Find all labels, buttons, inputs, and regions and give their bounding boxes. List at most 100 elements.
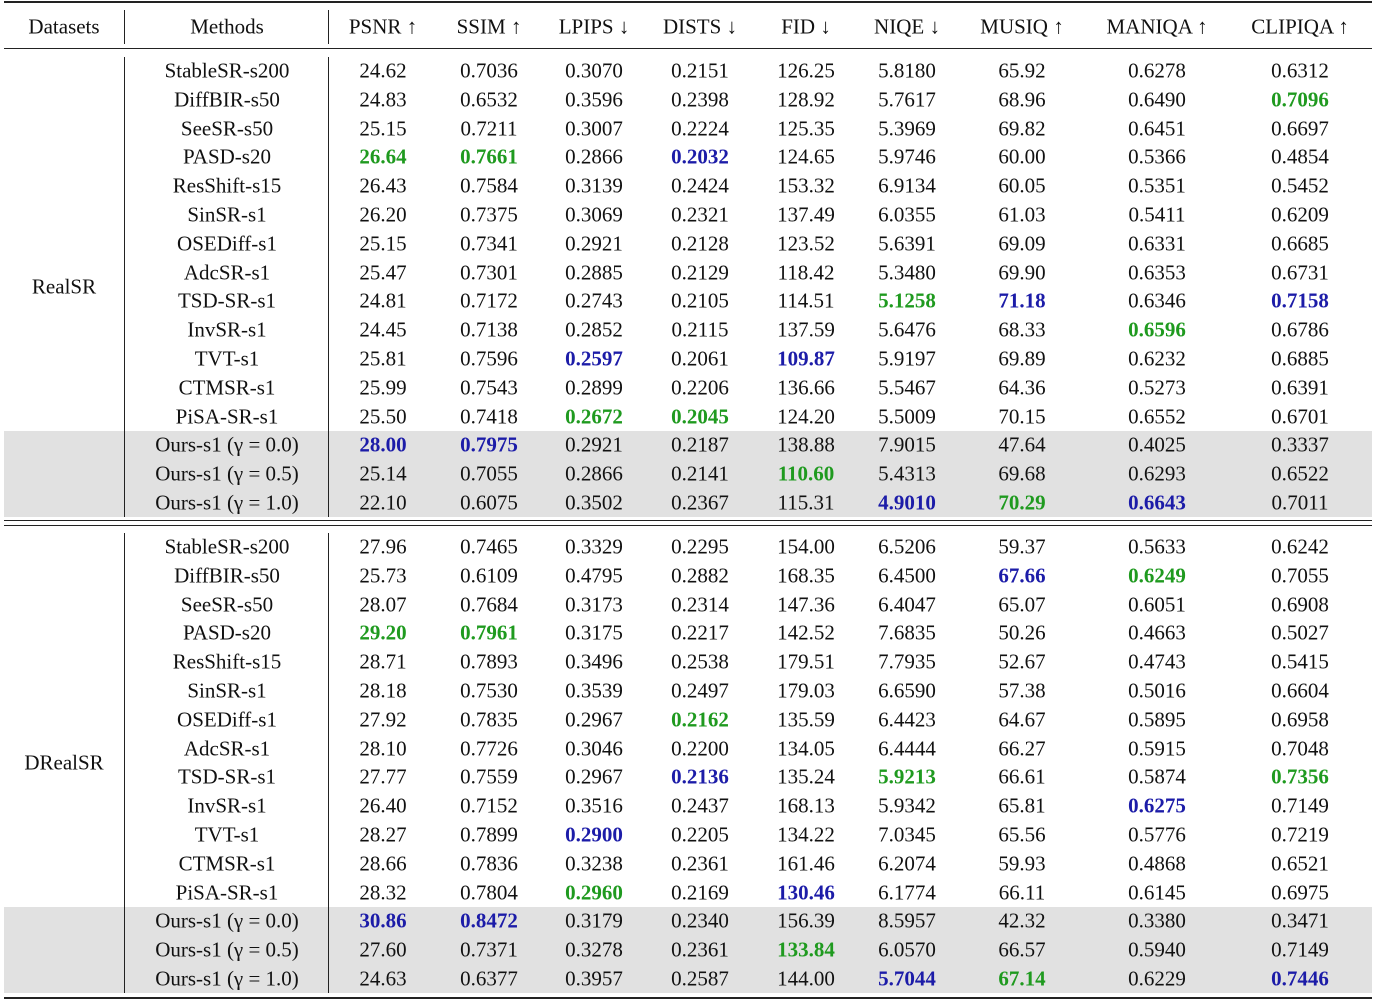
metric-value: 0.2587 [671,966,729,991]
metric-value: 60.05 [998,173,1046,198]
metric-value: 0.2967 [565,764,623,789]
row-shade [4,964,1372,994]
metric-value: 6.4444 [878,736,936,761]
metric-value: 0.2361 [671,937,729,962]
metric-value: 7.0345 [878,822,936,847]
metric-value: 0.6604 [1271,678,1329,703]
metric-value: 0.7149 [1271,793,1329,818]
metric-value: 66.57 [998,937,1046,962]
metric-value: 24.83 [359,87,407,112]
metric-value: 65.56 [998,822,1046,847]
metric-value: 168.35 [777,563,835,588]
metric-value: 0.2128 [671,231,729,256]
metric-value: 0.2866 [565,144,623,169]
metric-value: 5.9746 [878,144,936,169]
metric-value: 0.2061 [671,346,729,371]
metric-value: 128.92 [777,87,835,112]
metric-value: 5.4313 [878,461,936,486]
metric-value: 0.3596 [565,87,623,112]
metric-value: 137.59 [777,317,835,342]
method-name: Ours-s1 (γ = 1.0) [155,490,299,515]
metric-value: 0.6786 [1271,317,1329,342]
metric-value: 0.3046 [565,736,623,761]
metric-value: 0.2538 [671,649,729,674]
metric-value: 0.2882 [671,563,729,588]
metric-value: 24.63 [359,966,407,991]
metric-value: 0.5874 [1128,764,1186,789]
metric-value: 137.49 [777,202,835,227]
metric-value: 25.47 [359,260,407,285]
metric-value: 124.65 [777,144,835,169]
metric-value: 7.6835 [878,620,936,645]
metric-value: 0.5895 [1128,707,1186,732]
metric-value: 0.2321 [671,202,729,227]
metric-value: 147.36 [777,592,835,617]
column-header: DISTS ↓ [662,14,738,39]
metric-value: 0.3278 [565,937,623,962]
metric-value: 0.6685 [1271,231,1329,256]
rule [124,533,126,993]
metric-value: 0.2314 [671,592,729,617]
metric-value: 0.6490 [1128,87,1186,112]
metric-value: 0.7835 [460,707,518,732]
row-shade [4,488,1372,518]
rule [4,525,1372,527]
column-header: MUSIQ ↑ [980,14,1064,39]
method-name: PiSA-SR-s1 [175,404,279,429]
metric-value: 0.2367 [671,490,729,515]
metric-value: 0.5366 [1128,144,1186,169]
metric-value: 50.26 [998,620,1046,645]
metric-value: 0.6643 [1128,490,1186,515]
rule [4,520,1372,522]
row-shade [4,459,1372,489]
metric-value: 5.5009 [878,404,936,429]
metric-value: 67.66 [998,563,1046,588]
metric-value: 179.51 [777,649,835,674]
metric-value: 0.2672 [565,404,623,429]
rule [4,997,1372,999]
metric-value: 68.33 [998,317,1046,342]
method-name: OSEDiff-s1 [177,231,277,256]
metric-value: 5.1258 [878,288,936,313]
metric-value: 0.5776 [1128,822,1186,847]
metric-value: 0.3329 [565,534,623,559]
metric-value: 5.9213 [878,764,936,789]
metric-value: 65.92 [998,58,1046,83]
metric-value: 0.2361 [671,851,729,876]
method-name: SeeSR-s50 [180,116,274,141]
metric-value: 5.9197 [878,346,936,371]
metric-value: 5.6476 [878,317,936,342]
metric-value: 0.6908 [1271,592,1329,617]
metric-value: 0.2187 [671,432,729,457]
metric-value: 0.4743 [1128,649,1186,674]
metric-value: 0.6353 [1128,260,1186,285]
metric-value: 6.4423 [878,707,936,732]
metric-value: 0.3516 [565,793,623,818]
metric-value: 0.6377 [460,966,518,991]
metric-value: 25.14 [359,461,407,486]
metric-value: 0.4868 [1128,851,1186,876]
metric-value: 154.00 [777,534,835,559]
row-shade [4,935,1372,965]
metric-value: 6.9134 [878,173,936,198]
metric-value: 0.3007 [565,116,623,141]
metric-value: 69.09 [998,231,1046,256]
metric-value: 0.7559 [460,764,518,789]
method-name: StableSR-s200 [164,534,290,559]
metric-value: 25.73 [359,563,407,588]
metric-value: 0.2921 [565,231,623,256]
metric-value: 28.66 [359,851,407,876]
metric-value: 0.6532 [460,87,518,112]
method-name: StableSR-s200 [164,58,290,83]
column-header: Methods [190,14,264,39]
metric-value: 0.6521 [1271,851,1329,876]
metric-value: 0.7158 [1271,288,1329,313]
metric-value: 0.3471 [1271,908,1329,933]
rule [328,533,330,993]
metric-value: 124.20 [777,404,835,429]
column-header: SSIM ↑ [456,14,522,39]
dataset-label: DRealSR [24,750,104,775]
metric-value: 7.9015 [878,432,936,457]
metric-value: 0.6522 [1271,461,1329,486]
metric-value: 0.7661 [460,144,518,169]
